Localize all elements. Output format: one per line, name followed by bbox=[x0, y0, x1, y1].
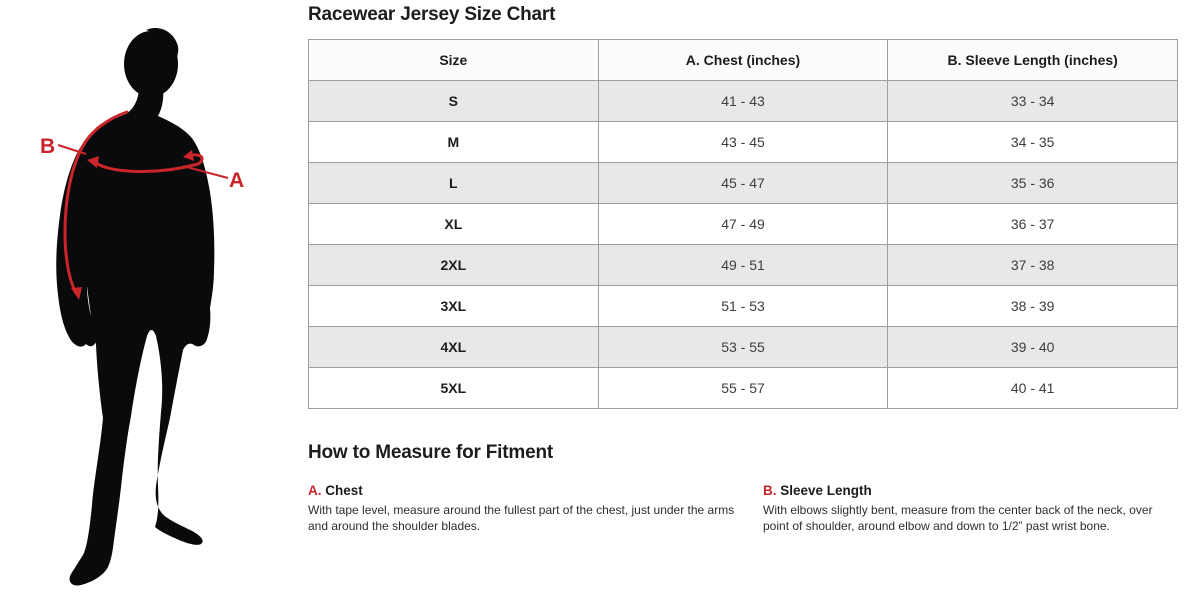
table-header-row: Size A. Chest (inches) B. Sleeve Length … bbox=[308, 39, 1178, 81]
size-chart-content: Racewear Jersey Size Chart Size A. Chest… bbox=[308, 0, 1178, 534]
chest-cell: 49 - 51 bbox=[597, 244, 889, 286]
chest-cell: 51 - 53 bbox=[597, 285, 889, 327]
table-row: 4XL 53 - 55 39 - 40 bbox=[308, 326, 1178, 368]
chest-cell: 41 - 43 bbox=[597, 80, 889, 122]
table-row: XL 47 - 49 36 - 37 bbox=[308, 203, 1178, 245]
measure-columns: A. Chest With tape level, measure around… bbox=[308, 483, 1178, 534]
table-row: 3XL 51 - 53 38 - 39 bbox=[308, 285, 1178, 327]
silhouette-body bbox=[56, 86, 215, 586]
how-to-measure-heading: How to Measure for Fitment bbox=[308, 442, 553, 463]
measure-letter-b: B. bbox=[763, 483, 777, 498]
chest-cell: 43 - 45 bbox=[597, 121, 889, 163]
sleeve-cell: 39 - 40 bbox=[887, 326, 1178, 368]
chest-measure-line bbox=[94, 160, 200, 173]
measure-name-chest: Chest bbox=[325, 483, 363, 498]
page-title: Racewear Jersey Size Chart bbox=[308, 4, 556, 25]
measure-name-sleeve: Sleeve Length bbox=[780, 483, 872, 498]
sleeve-leader-line bbox=[57, 144, 87, 155]
chest-cell: 47 - 49 bbox=[597, 203, 889, 245]
chest-arrowhead-left bbox=[87, 156, 99, 168]
measure-description-sleeve: With elbows slightly bent, measure from … bbox=[763, 503, 1153, 533]
sleeve-cell: 36 - 37 bbox=[887, 203, 1178, 245]
size-cell: 5XL bbox=[308, 367, 599, 409]
size-cell: XL bbox=[308, 203, 599, 245]
measure-item-sleeve: B. Sleeve Length With elbows slightly be… bbox=[763, 483, 1178, 534]
size-cell: S bbox=[308, 80, 599, 122]
size-cell: L bbox=[308, 162, 599, 204]
size-diagram: A B bbox=[0, 0, 305, 593]
size-chart-table: Size A. Chest (inches) B. Sleeve Length … bbox=[308, 39, 1178, 409]
size-cell: 4XL bbox=[308, 326, 599, 368]
sleeve-label-b: B bbox=[40, 135, 55, 158]
measure-item-chest: A. Chest With tape level, measure around… bbox=[308, 483, 763, 534]
column-header-size: Size bbox=[308, 39, 599, 81]
male-silhouette-figure: A B bbox=[40, 27, 244, 586]
size-cell: M bbox=[308, 121, 599, 163]
sleeve-cell: 38 - 39 bbox=[887, 285, 1178, 327]
table-row: M 43 - 45 34 - 35 bbox=[308, 121, 1178, 163]
chest-leader-line bbox=[182, 165, 229, 179]
silhouette-hair bbox=[146, 27, 179, 62]
column-header-chest: A. Chest (inches) bbox=[597, 39, 889, 81]
column-header-sleeve: B. Sleeve Length (inches) bbox=[887, 39, 1178, 81]
sleeve-cell: 37 - 38 bbox=[887, 244, 1178, 286]
sleeve-arrowhead bbox=[71, 287, 82, 300]
table-row: 2XL 49 - 51 37 - 38 bbox=[308, 244, 1178, 286]
chest-arrowhead-right bbox=[183, 150, 194, 161]
table-row: S 41 - 43 33 - 34 bbox=[308, 80, 1178, 122]
size-cell: 2XL bbox=[308, 244, 599, 286]
chest-cell: 55 - 57 bbox=[597, 367, 889, 409]
chest-label-a: A bbox=[229, 169, 244, 192]
size-cell: 3XL bbox=[308, 285, 599, 327]
sleeve-cell: 34 - 35 bbox=[887, 121, 1178, 163]
how-to-measure-section: How to Measure for Fitment A. Chest With… bbox=[308, 442, 1178, 534]
measure-letter-a: A. bbox=[308, 483, 322, 498]
measure-label-chest: A. Chest bbox=[308, 483, 763, 498]
sleeve-cell: 33 - 34 bbox=[887, 80, 1178, 122]
sleeve-cell: 35 - 36 bbox=[887, 162, 1178, 204]
silhouette-head bbox=[124, 31, 178, 97]
chest-cell: 53 - 55 bbox=[597, 326, 889, 368]
chest-cell: 45 - 47 bbox=[597, 162, 889, 204]
measure-description-chest: With tape level, measure around the full… bbox=[308, 503, 735, 533]
chest-measure-curl bbox=[191, 153, 204, 166]
table-row: 5XL 55 - 57 40 - 41 bbox=[308, 367, 1178, 409]
sleeve-cell: 40 - 41 bbox=[887, 367, 1178, 409]
sleeve-measure-line bbox=[63, 110, 129, 295]
measure-label-sleeve: B. Sleeve Length bbox=[763, 483, 1178, 498]
table-row: L 45 - 47 35 - 36 bbox=[308, 162, 1178, 204]
